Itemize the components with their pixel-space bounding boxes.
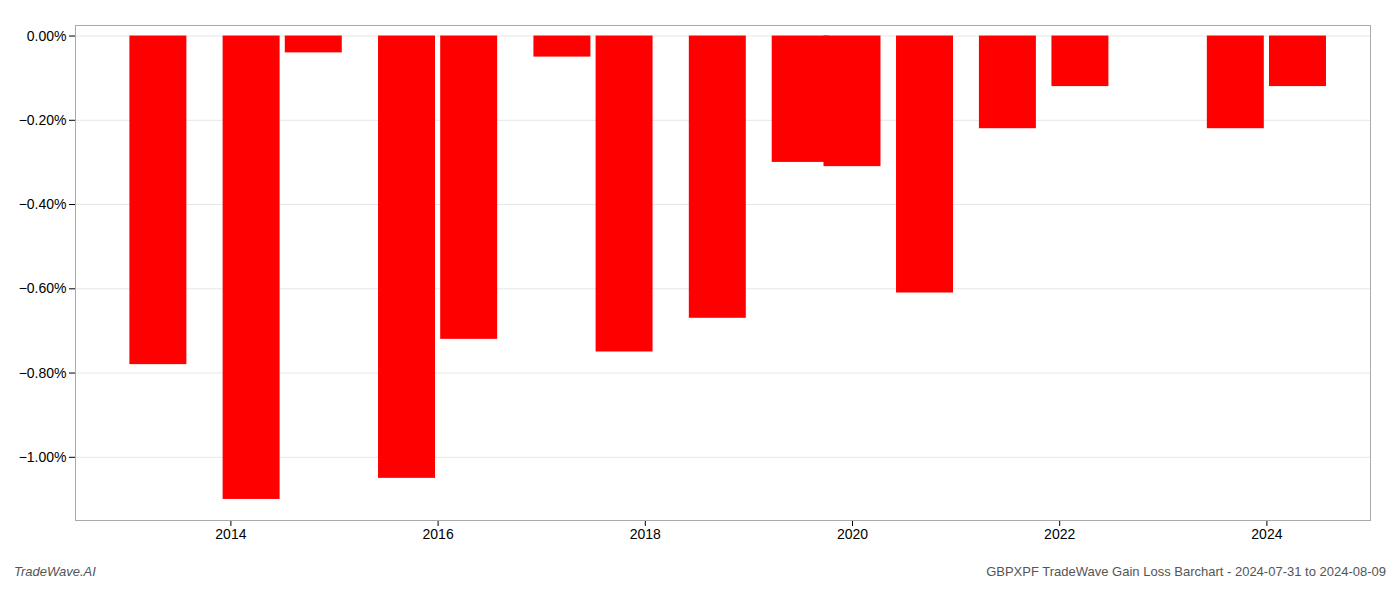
svg-text:−0.80%: −0.80% [19,365,67,381]
svg-text:2022: 2022 [1044,526,1075,542]
svg-text:2014: 2014 [215,526,246,542]
svg-text:2020: 2020 [837,526,868,542]
svg-text:2024: 2024 [1251,526,1282,542]
html-text:GBPXPF TradeWave Gain Loss Bar: GBPXPF TradeWave Gain Loss Barchart - 20… [986,564,1386,579]
svg-text:2018: 2018 [630,526,661,542]
svg-text:0.00%: 0.00% [27,28,67,44]
svg-text:−0.60%: −0.60% [19,280,67,296]
svg-text:2016: 2016 [423,526,454,542]
svg-text:−1.00%: −1.00% [19,449,67,465]
svg-text:−0.40%: −0.40% [19,196,67,212]
svg-text:−0.20%: −0.20% [19,112,67,128]
html-text:TradeWave.AI: TradeWave.AI [14,564,96,579]
